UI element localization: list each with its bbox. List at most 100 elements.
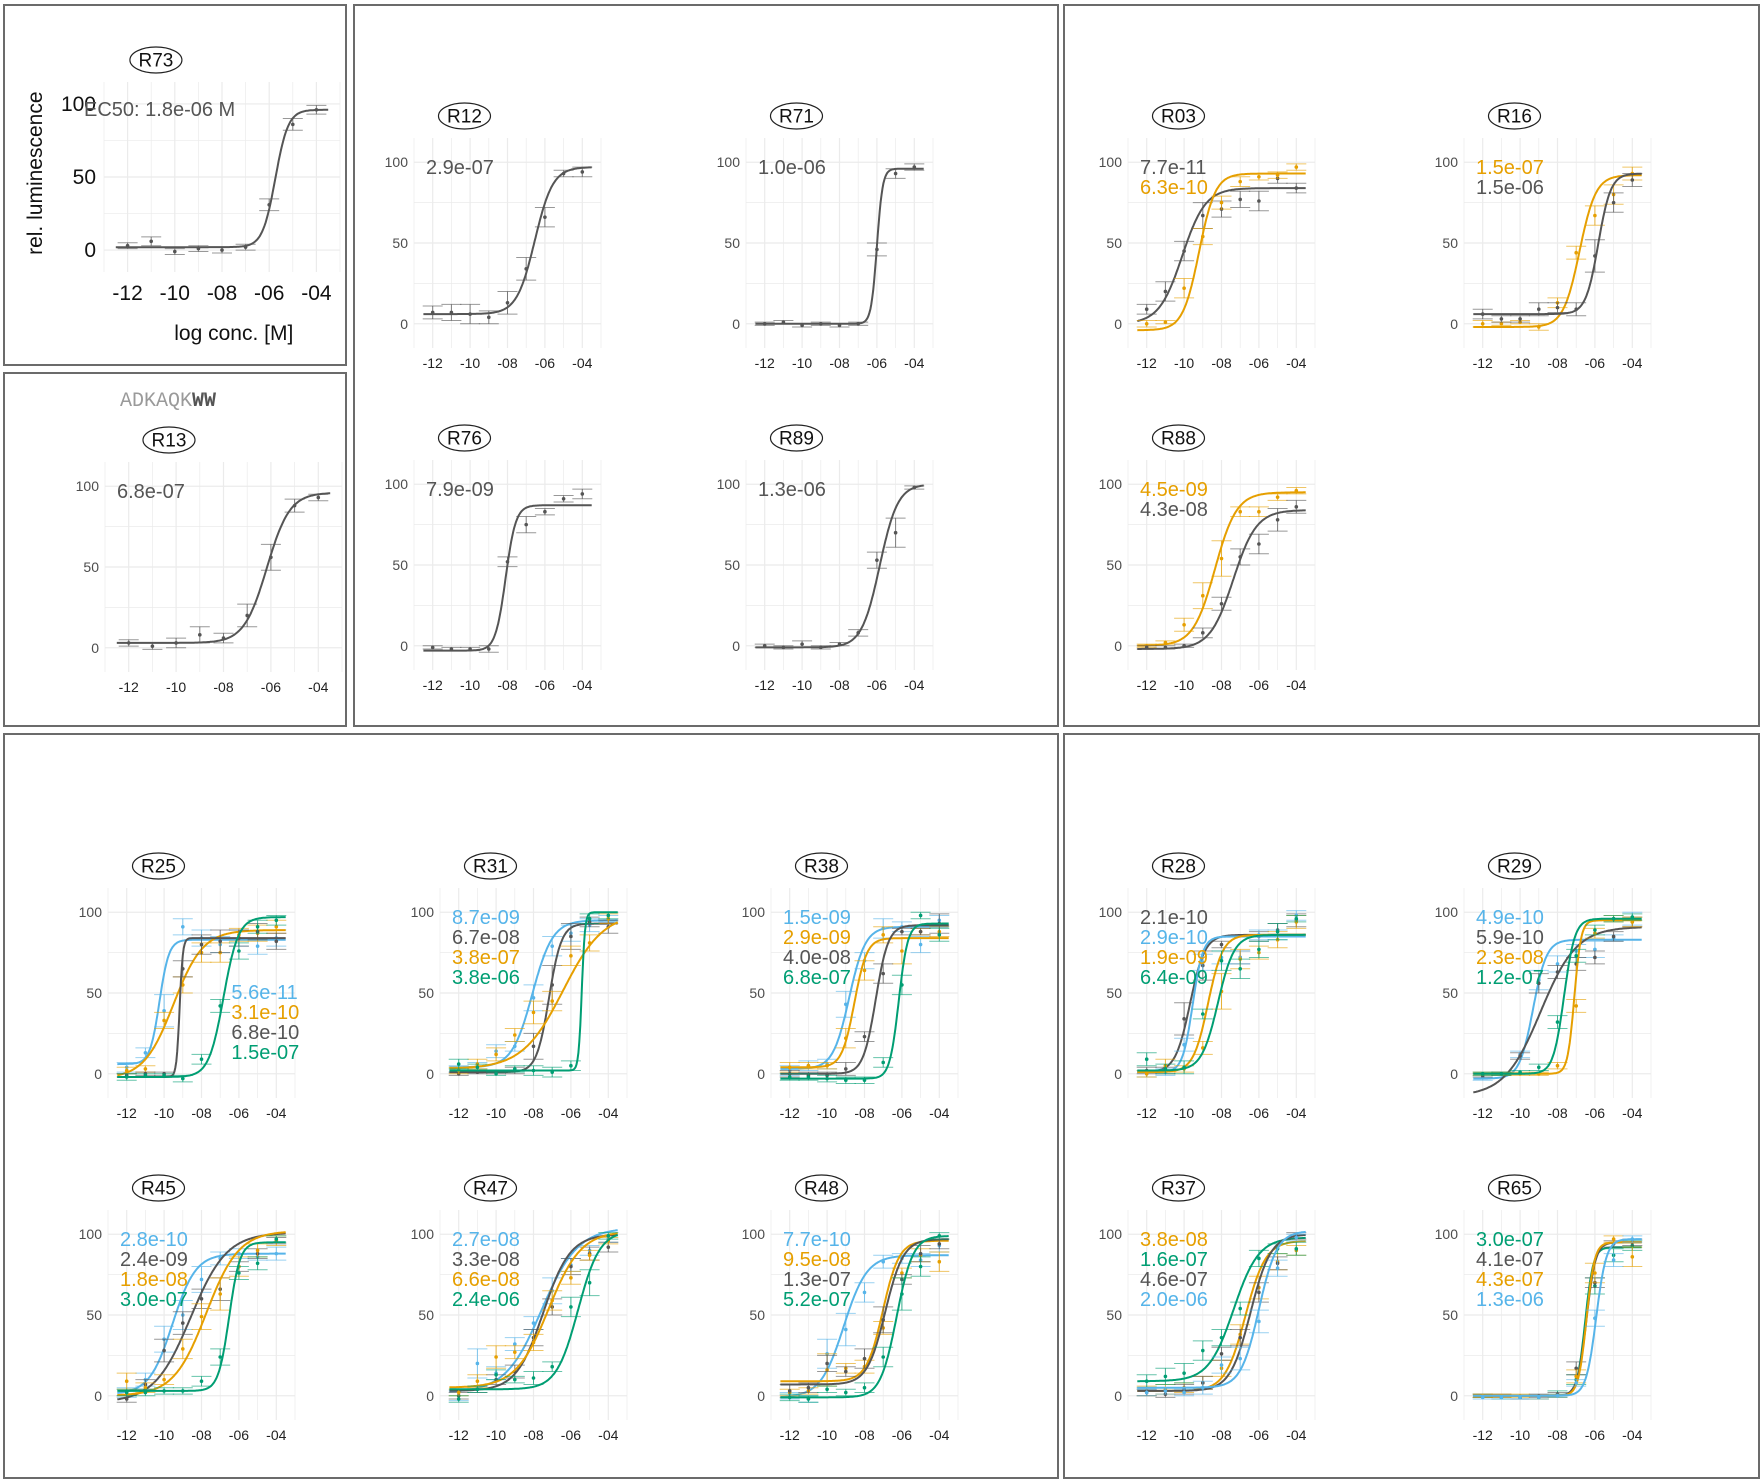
chart-r89: 0 50 100 -12 -10 -08 -06 -04 R89 1.3e-06 [717, 424, 934, 693]
title-ellipse [1151, 1174, 1206, 1202]
panel-title: R73 [138, 51, 173, 72]
data-point [513, 1342, 517, 1346]
data-point [494, 1372, 498, 1377]
data-point [456, 1397, 461, 1401]
series-green: 1.5e-07 [116, 914, 299, 1083]
series-gray: 7.7e-11 [1136, 157, 1307, 322]
chart-r48: 0 50 100 -12 -10 -08 -06 -04 R48 7.7e-109.5e-081.… [742, 1174, 959, 1443]
data-point [1499, 321, 1504, 326]
data-point [561, 496, 566, 501]
data-point [531, 1044, 536, 1049]
panel-title: R89 [779, 429, 814, 450]
x-tick-label: -06 [1249, 677, 1269, 693]
data-point [487, 647, 491, 651]
x-tick-label: -12 [1473, 355, 1493, 371]
y-tick-label: 100 [76, 478, 100, 494]
data-point [487, 315, 491, 320]
y-tick-label: 50 [418, 1307, 434, 1323]
panel-title: R88 [1161, 429, 1196, 450]
data-point [862, 1034, 867, 1039]
data-point [1593, 1271, 1597, 1275]
data-point [199, 1057, 204, 1062]
x-tick-label: -08 [497, 355, 517, 371]
chart-r45: 0 50 100 -12 -10 -08 -06 -04 R45 2.8e-102.4e-091.… [79, 1174, 296, 1443]
x-tick-label: -12 [117, 1427, 137, 1443]
data-point [918, 942, 923, 947]
data-point [606, 1234, 611, 1238]
data-point [1611, 200, 1616, 205]
chart-r73: 0 50 100 -12 -10 -08 -06 -04 R73 log conc. [M] rel… [24, 46, 341, 345]
x-tick-label: -06 [254, 282, 284, 305]
fit-curve [1473, 172, 1642, 316]
y-tick-label: 100 [1099, 476, 1123, 492]
data-point [143, 1067, 148, 1071]
ec50-label: 1.3e-06 [1476, 1289, 1544, 1311]
data-point [1163, 320, 1168, 324]
x-tick-label: -08 [213, 679, 233, 695]
chart-r03: 0 50 100 -12 -10 -08 -06 -04 R03 7.7e-116.3e-10 [1099, 102, 1316, 371]
x-tick-label: -10 [1174, 677, 1194, 693]
data-point [606, 1245, 611, 1249]
x-tick-label: -12 [449, 1105, 469, 1121]
fit-curve [1137, 491, 1306, 647]
data-point [173, 249, 177, 254]
data-point [800, 642, 804, 646]
title-ellipse [1151, 424, 1206, 452]
fit-curve [755, 484, 924, 649]
x-tick-label: -04 [904, 355, 924, 371]
x-tick-label: -04 [598, 1427, 618, 1443]
data-point [900, 949, 904, 953]
data-point [1294, 165, 1299, 169]
x-tick-label: -12 [1137, 677, 1157, 693]
x-tick-label: -10 [792, 355, 812, 371]
data-point [274, 1237, 279, 1241]
data-point [255, 944, 260, 948]
sequence-plain: ADKAQK [120, 390, 193, 413]
data-point [1574, 1004, 1578, 1008]
data-point [1257, 1256, 1261, 1261]
data-point [1593, 947, 1597, 952]
series-green: 5.2e-07 [779, 1232, 950, 1403]
x-tick-label: -12 [1473, 1105, 1493, 1121]
fit-curve [449, 911, 618, 1072]
data-point [1275, 929, 1280, 934]
x-tick-label: -04 [308, 679, 328, 695]
data-point [937, 1259, 942, 1264]
series-green: 6.4e-09 [1136, 914, 1307, 1075]
ec50-label: 7.7e-10 [783, 1229, 851, 1251]
data-point [1294, 505, 1299, 509]
series-blue: 1.3e-06 [1472, 1235, 1643, 1400]
data-point [1611, 934, 1616, 939]
data-point [1257, 542, 1261, 546]
data-point [787, 1389, 792, 1393]
data-point [1518, 317, 1522, 321]
data-point [1257, 1290, 1261, 1295]
data-point [1182, 622, 1186, 627]
data-point [937, 1242, 942, 1246]
data-point [900, 1271, 904, 1275]
ec50-label: 1.5e-07 [1476, 157, 1544, 179]
x-tick-label: -06 [229, 1105, 249, 1121]
data-point [181, 924, 185, 929]
chart-r12: 0 50 100 -12 -10 -08 -06 -04 R12 2.9e-07 [385, 102, 602, 371]
x-tick-label: -10 [460, 677, 480, 693]
data-point [1574, 1366, 1578, 1371]
ec50-label: 8.7e-09 [452, 907, 520, 929]
fit-curve [116, 492, 331, 644]
fit-curve [1137, 172, 1306, 332]
title-ellipse [1487, 102, 1542, 130]
x-tick-label: -06 [1249, 1427, 1269, 1443]
ec50-label: 3.1e-10 [231, 1002, 299, 1024]
x-tick-label: -06 [892, 1105, 912, 1121]
y-tick-label: 100 [1435, 154, 1459, 170]
ec50-label: 7.9e-09 [426, 479, 494, 501]
panel-box-four-series-right [1063, 733, 1760, 1479]
title-ellipse [463, 1174, 518, 1202]
data-point [1219, 601, 1224, 606]
data-point [569, 1276, 573, 1280]
fit-curve [423, 166, 592, 316]
x-tick-label: -04 [598, 1105, 618, 1121]
x-tick-label: -08 [854, 1427, 874, 1443]
series-green: 3.0e-07 [116, 1235, 287, 1397]
